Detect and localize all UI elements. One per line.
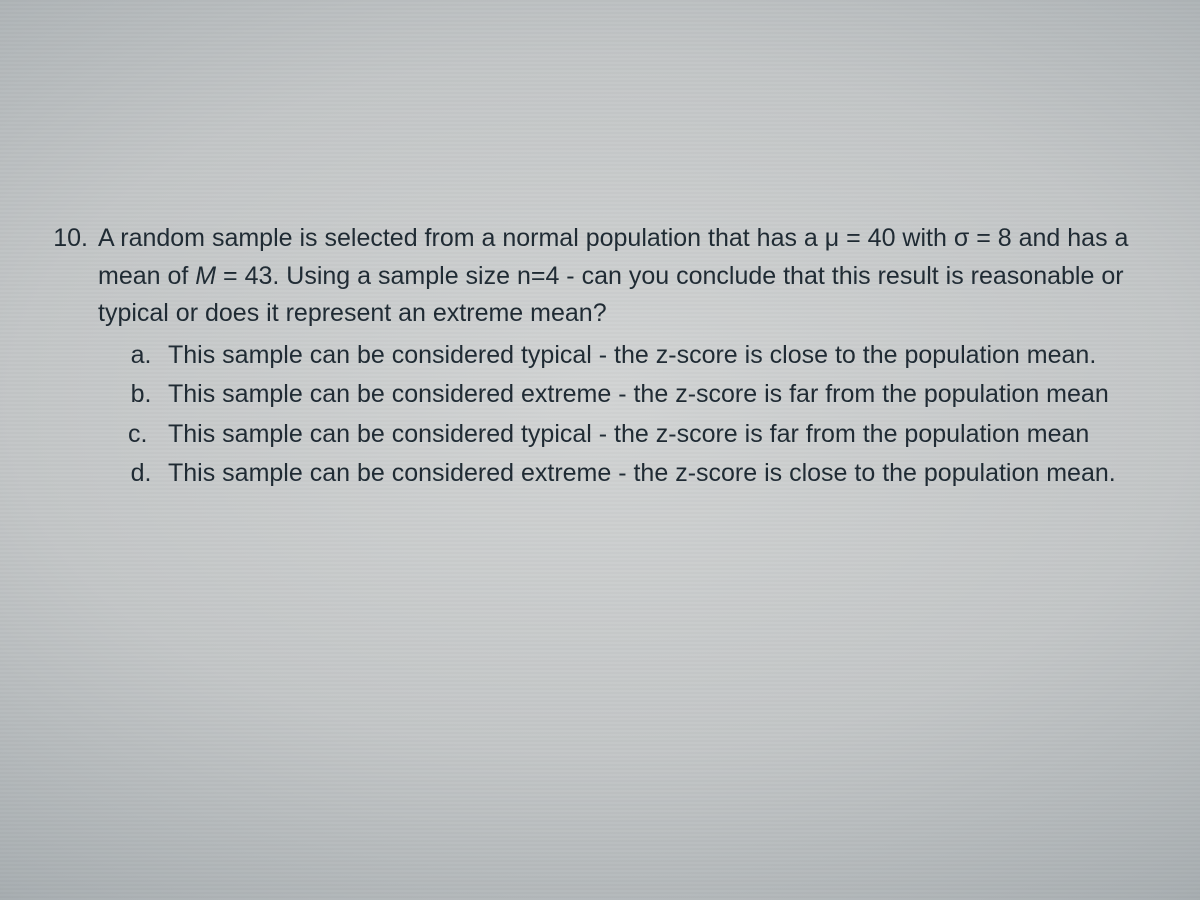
option-c: c. This sample can be considered typical… — [124, 416, 1156, 454]
options-list: a. This sample can be considered typical… — [44, 337, 1156, 493]
question-number: 10. — [44, 220, 98, 333]
option-letter: d. — [124, 455, 168, 493]
stem-italic-M: M — [195, 262, 216, 290]
option-text: This sample can be considered typical - … — [168, 416, 1156, 454]
option-letter: c. — [124, 416, 168, 454]
option-a: a. This sample can be considered typical… — [124, 337, 1156, 375]
stem-text-2: = 43. Using a sample size n=4 - can you … — [98, 262, 1124, 328]
question-stem: A random sample is selected from a norma… — [98, 220, 1156, 333]
option-text: This sample can be considered typical - … — [168, 337, 1156, 375]
option-b: b. This sample can be considered extreme… — [124, 376, 1156, 414]
option-text: This sample can be considered extreme - … — [168, 376, 1156, 414]
question-block: 10. A random sample is selected from a n… — [44, 220, 1156, 493]
document-page: 10. A random sample is selected from a n… — [0, 0, 1200, 900]
option-d: d. This sample can be considered extreme… — [124, 455, 1156, 493]
option-letter: a. — [124, 337, 168, 375]
option-text: This sample can be considered extreme - … — [168, 455, 1156, 493]
question-stem-row: 10. A random sample is selected from a n… — [44, 220, 1156, 333]
option-letter: b. — [124, 376, 168, 414]
